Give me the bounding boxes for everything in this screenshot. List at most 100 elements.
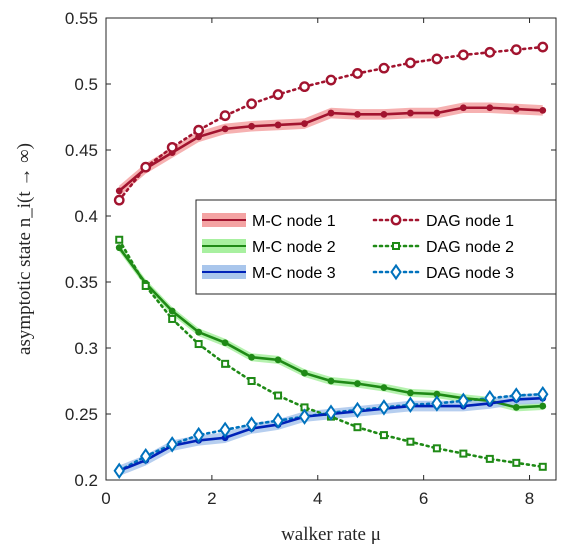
dag-point-1 — [352, 68, 363, 79]
mc-point-1 — [539, 107, 547, 114]
mc-point-2 — [301, 369, 308, 377]
dag-point-1 — [272, 89, 284, 100]
y-tick-label: 0.35 — [65, 273, 98, 292]
dag-point-3 — [484, 389, 496, 407]
dag-point-3 — [113, 462, 125, 480]
dag-point-1 — [166, 141, 178, 153]
dag-point-3 — [139, 447, 152, 465]
legend-label-dag-3: DAG node 3 — [426, 265, 514, 282]
legend-label-mc-2: M-C node 2 — [252, 239, 336, 256]
mc-point-1 — [221, 125, 229, 133]
ticks: 0 2 4 6 8 0.2 0.25 0.3 0.35 0.4 0.45 0.5 0.55 — [65, 9, 556, 508]
mc-point-2 — [380, 384, 388, 391]
dag-point-2 — [485, 454, 494, 463]
dag-point-2 — [168, 314, 177, 323]
dag-point-1 — [193, 124, 205, 136]
mc-point-1 — [354, 110, 361, 118]
mc-point-1 — [512, 105, 520, 113]
dag-point-2 — [247, 377, 256, 385]
y-tick-label: 0.55 — [65, 9, 98, 28]
dag-point-2 — [194, 340, 203, 349]
dag-point-1 — [484, 46, 496, 58]
mc-point-2 — [539, 402, 547, 410]
y-axis-label: asymptotic state n_i(t → ∞) — [14, 143, 35, 355]
x-tick-label: 2 — [207, 489, 216, 508]
mc-point-1 — [248, 122, 255, 130]
dag-point-1 — [113, 194, 125, 206]
mc-point-2 — [512, 404, 520, 411]
mc-point-1 — [459, 104, 467, 112]
dag-point-2 — [141, 281, 150, 290]
dag-point-3 — [404, 396, 417, 414]
dag-point-3 — [510, 387, 523, 404]
mc-point-2 — [407, 389, 414, 397]
dag-point-1 — [299, 81, 310, 93]
series-markers — [113, 41, 549, 480]
mc-point-1 — [327, 109, 335, 117]
dag-point-1 — [325, 74, 337, 86]
mc-point-1 — [407, 109, 414, 117]
dag-point-1 — [140, 161, 152, 173]
dag-point-2 — [115, 235, 124, 244]
dag-point-3 — [245, 416, 258, 433]
y-tick-label: 0.45 — [65, 141, 98, 160]
dag-point-1 — [457, 49, 469, 61]
legend-label-dag-1: DAG node 1 — [426, 213, 514, 230]
legend-swatch-dag-marker-3 — [390, 263, 402, 281]
dag-point-3 — [166, 436, 178, 453]
mc-point-1 — [433, 109, 441, 117]
legend-label-mc-1: M-C node 1 — [252, 213, 336, 230]
legend-label-mc-3: M-C node 3 — [252, 265, 336, 282]
legend: M-C node 1 M-C node 2 M-C node 3 DAG node 1… — [195, 199, 557, 295]
legend-swatch-dag-marker-1 — [390, 214, 402, 226]
dag-point-1 — [246, 98, 257, 110]
dag-point-1 — [378, 62, 390, 74]
dag-point-3 — [219, 421, 231, 439]
dag-point-3 — [192, 426, 205, 444]
dag-point-3 — [351, 401, 364, 419]
mc-point-2 — [221, 339, 229, 347]
mc-point-2 — [195, 328, 203, 336]
x-tick-label: 8 — [525, 489, 534, 508]
dag-point-3 — [378, 399, 390, 416]
dag-point-2 — [432, 444, 441, 453]
mc-point-2 — [327, 377, 335, 385]
dag-point-1 — [510, 44, 522, 56]
dag-point-3 — [457, 392, 470, 410]
mc-point-2 — [168, 307, 176, 315]
dag-point-2 — [353, 423, 362, 432]
y-tick-label: 0.3 — [74, 339, 98, 358]
legend-swatch-dag-marker-2 — [392, 242, 400, 250]
legend-label-dag-2: DAG node 2 — [426, 239, 514, 256]
mc-point-1 — [274, 121, 282, 129]
dag-point-2 — [274, 391, 283, 400]
dag-point-3 — [272, 412, 284, 429]
x-axis-label: walker rate μ — [281, 524, 381, 545]
dag-point-1 — [219, 110, 231, 122]
dag-point-2 — [512, 458, 521, 467]
dag-point-1 — [431, 53, 443, 65]
dag-point-2 — [379, 431, 388, 440]
dag-point-3 — [431, 395, 443, 412]
dag-point-1 — [405, 57, 416, 69]
dag-point-2 — [459, 449, 468, 458]
mc-point-2 — [433, 390, 441, 398]
mc-point-2 — [274, 356, 282, 364]
y-tick-label: 0.4 — [74, 207, 98, 226]
y-tick-label: 0.2 — [74, 471, 98, 490]
mc-point-2 — [248, 353, 255, 361]
x-tick-label: 0 — [101, 489, 110, 508]
y-tick-label: 0.25 — [65, 405, 98, 424]
dag-point-2 — [406, 437, 415, 446]
dag-point-3 — [325, 404, 337, 421]
mc-point-1 — [486, 104, 494, 112]
mc-point-2 — [354, 380, 361, 388]
dag-point-1 — [537, 41, 549, 53]
mc-point-1 — [301, 120, 308, 127]
mc-point-1 — [380, 110, 388, 118]
dag-point-3 — [298, 408, 311, 425]
dag-point-2 — [538, 462, 547, 471]
dag-point-3 — [537, 385, 549, 403]
mc-point-2 — [115, 244, 123, 252]
